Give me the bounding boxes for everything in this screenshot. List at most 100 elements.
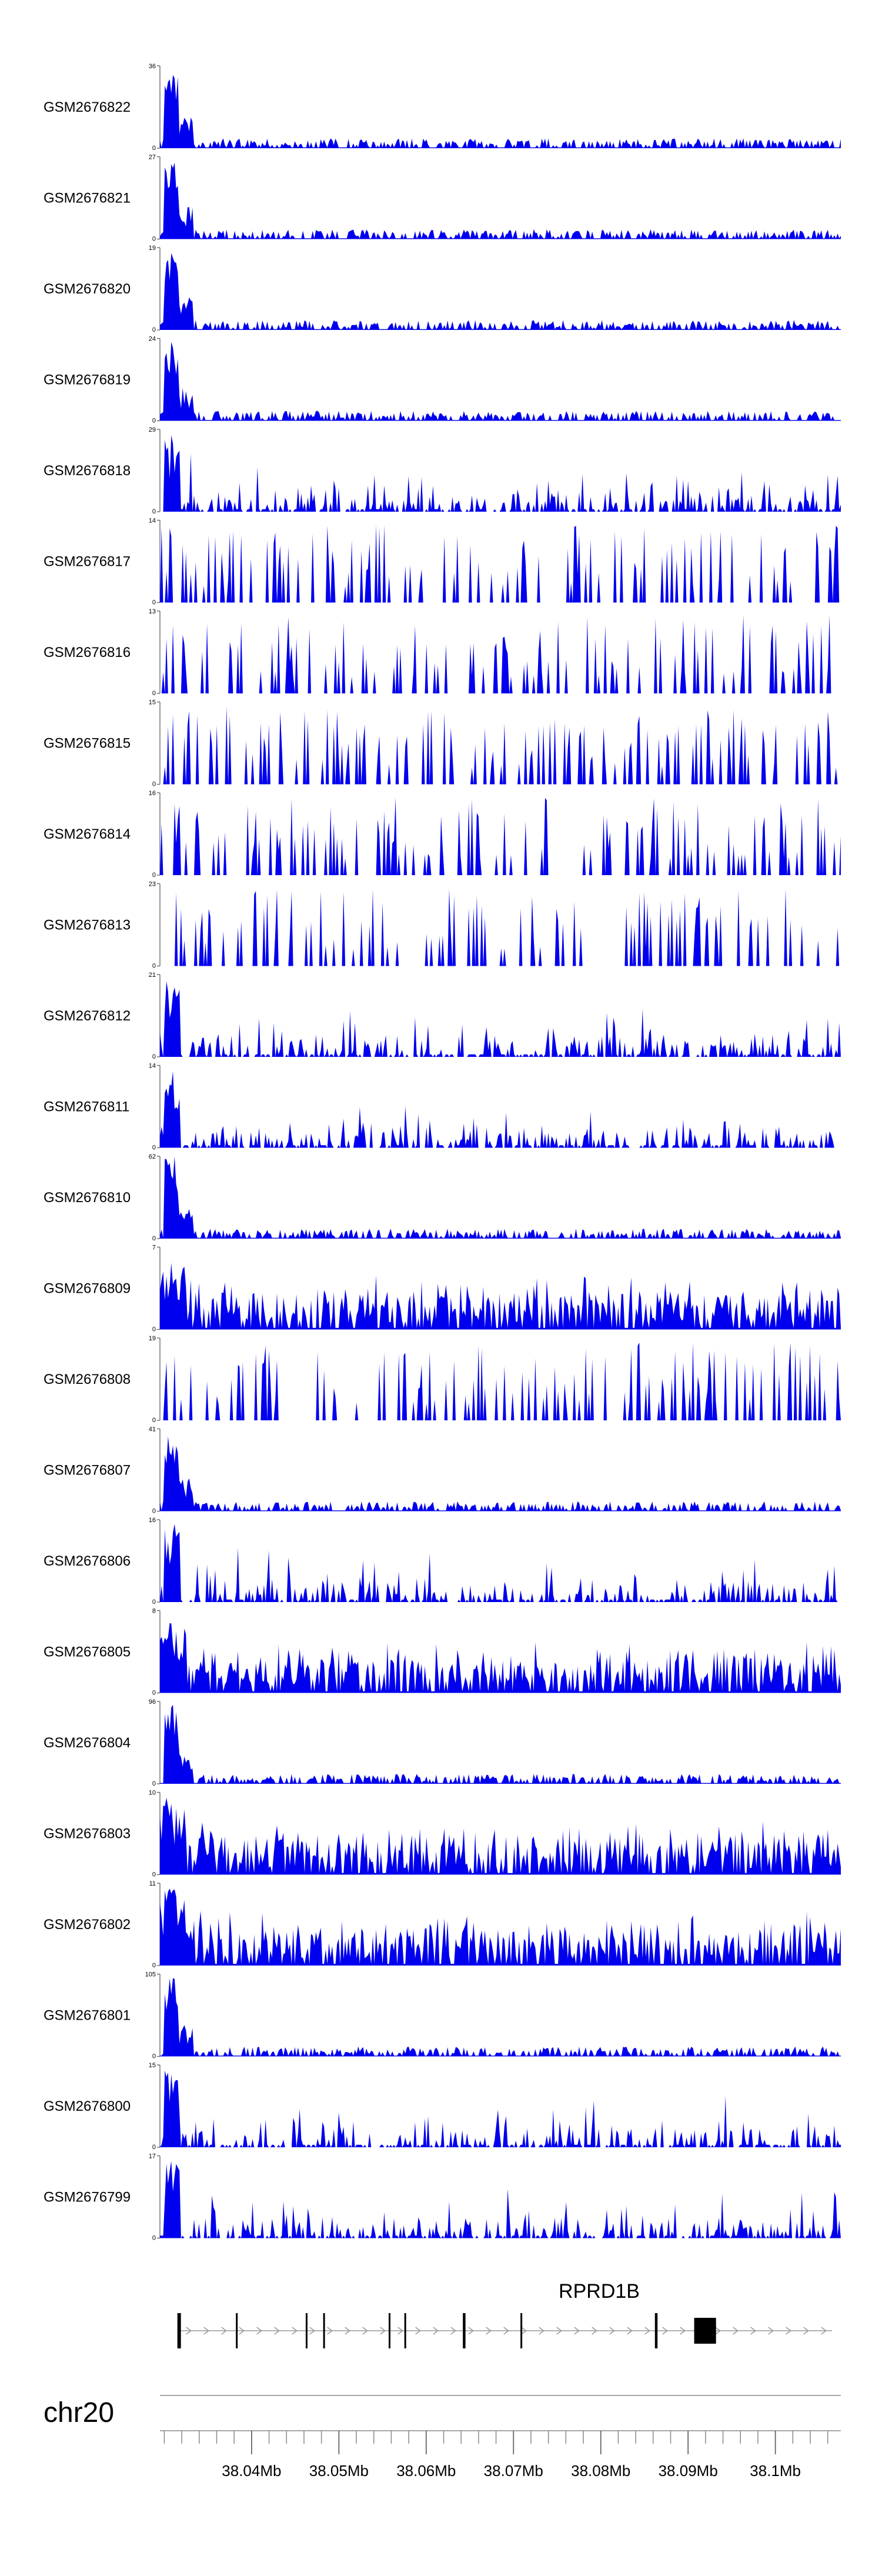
strand-arrow [662,2327,668,2335]
y-max-label: 15 [149,2062,156,2069]
y-max-label: 14 [149,518,156,525]
coverage-area [160,1888,841,1966]
y-max-label: 16 [149,790,156,797]
strand-arrow [486,2327,492,2335]
coverage-area [160,75,841,148]
y-min-label: 0 [152,1599,156,1606]
strand-arrow [309,2327,315,2335]
coverage-track: GSM2676811 14 0 [44,1063,841,1152]
y-min-label: 0 [152,326,156,333]
coverage-area [160,2070,841,2147]
strand-arrow [274,2327,280,2335]
track-label: GSM2676807 [44,1463,131,1479]
track-label: GSM2676819 [44,372,131,388]
coverage-track: GSM2676810 62 0 [44,1153,841,1242]
coverage-track: GSM2676816 13 0 [44,608,841,697]
coverage-track: GSM2676806 16 0 [44,1517,841,1606]
chromosome-label: chr20 [44,2397,114,2428]
coverage-track: GSM2676822 36 0 [44,63,841,152]
strand-arrow [786,2327,791,2335]
y-min-label: 0 [152,963,156,970]
strand-arrow [539,2327,544,2335]
track-label: GSM2676813 [44,917,131,933]
strand-arrow [256,2327,262,2335]
track-label: GSM2676803 [44,1826,131,1842]
y-max-label: 15 [149,699,156,706]
exon [236,2313,238,2348]
strand-arrow [556,2327,562,2335]
coverage-area [160,525,841,603]
coverage-area [160,1797,841,1875]
coverage-area [160,1263,841,1330]
strand-arrow [433,2327,439,2335]
coverage-track: GSM2676820 19 0 [44,245,841,333]
track-label: GSM2676822 [44,99,131,115]
y-max-label: 10 [149,1790,156,1797]
coverage-area [160,1623,841,1693]
y-max-label: 36 [149,63,156,70]
y-max-label: 105 [145,1971,156,1978]
coverage-track: GSM2676807 41 0 [44,1426,841,1515]
strand-arrow [521,2327,527,2335]
y-min-label: 0 [152,2235,156,2242]
track-label: GSM2676801 [44,2008,131,2024]
y-max-label: 19 [149,245,156,252]
y-max-label: 14 [149,1063,156,1070]
y-max-label: 19 [149,1335,156,1342]
exon [388,2313,390,2348]
track-label: GSM2676815 [44,736,131,752]
strand-arrow [627,2327,633,2335]
coverage-track: GSM2676821 27 0 [44,154,841,243]
strand-arrow [609,2327,615,2335]
strand-arrow [574,2327,580,2335]
y-min-label: 0 [152,1235,156,1242]
exon [694,2318,716,2344]
y-min-label: 0 [152,1690,156,1697]
strand-arrow [221,2327,227,2335]
exon [323,2313,325,2348]
strand-arrow [450,2327,456,2335]
track-label: GSM2676809 [44,1281,131,1297]
coverage-area [160,162,841,239]
strand-arrow [503,2327,509,2335]
y-min-label: 0 [152,2144,156,2151]
y-min-label: 0 [152,1053,156,1060]
coverage-area [160,1524,841,1602]
track-label: GSM2676820 [44,281,131,297]
coverage-track: GSM2676817 14 0 [44,518,841,606]
x-tick-label: 38.05Mb [309,2462,369,2480]
strand-arrow [380,2327,386,2335]
coverage-track: GSM2676809 7 0 [44,1244,841,1333]
x-tick-label: 38.07Mb [484,2462,543,2480]
y-max-label: 7 [152,1244,156,1252]
x-tick-label: 38.06Mb [396,2462,456,2480]
exon [177,2313,181,2348]
coverage-track: GSM2676814 16 0 [44,790,841,879]
coverage-track: GSM2676801 105 0 [44,1971,841,2060]
track-label: GSM2676800 [44,2098,131,2114]
coverage-area [160,1342,841,1420]
track-label: GSM2676805 [44,1644,131,1660]
x-tick-label: 38.04Mb [222,2462,281,2480]
coverage-area [160,1704,841,1784]
y-min-label: 0 [152,690,156,697]
gene-name-label: RPRD1B [559,2280,640,2303]
gene-track: RPRD1B [177,2280,833,2348]
track-label: GSM2676821 [44,191,131,206]
y-min-label: 0 [152,1871,156,1878]
y-max-label: 24 [149,336,156,343]
coverage-area [160,253,841,330]
coverage-area [160,1436,841,1511]
track-label: GSM2676816 [44,645,131,660]
exon [520,2313,523,2348]
y-max-label: 16 [149,1517,156,1524]
y-min-label: 0 [152,1417,156,1424]
coverage-track: GSM2676813 23 0 [44,881,841,970]
strand-arrow [733,2327,739,2335]
x-tick-label: 38.08Mb [571,2462,630,2480]
coverage-track: GSM2676804 96 0 [44,1699,841,1787]
strand-arrow [680,2327,686,2335]
y-min-label: 0 [152,508,156,515]
strand-arrow [592,2327,597,2335]
y-max-label: 29 [149,426,156,433]
